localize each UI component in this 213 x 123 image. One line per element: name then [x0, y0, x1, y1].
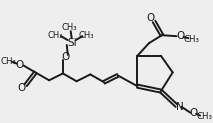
- Text: CH₃: CH₃: [1, 57, 17, 66]
- Text: O: O: [146, 13, 154, 23]
- Text: Si: Si: [67, 38, 76, 48]
- Text: CH₃: CH₃: [183, 35, 199, 44]
- Text: CH₃: CH₃: [79, 31, 94, 40]
- Text: O: O: [189, 108, 197, 118]
- Text: CH₃: CH₃: [61, 23, 76, 32]
- Text: O: O: [176, 31, 185, 41]
- Text: O: O: [62, 52, 70, 62]
- Text: CH₃: CH₃: [47, 31, 63, 40]
- Text: O: O: [17, 83, 26, 93]
- Text: N: N: [176, 102, 183, 112]
- Text: O: O: [16, 60, 24, 70]
- Text: CH₃: CH₃: [196, 112, 212, 121]
